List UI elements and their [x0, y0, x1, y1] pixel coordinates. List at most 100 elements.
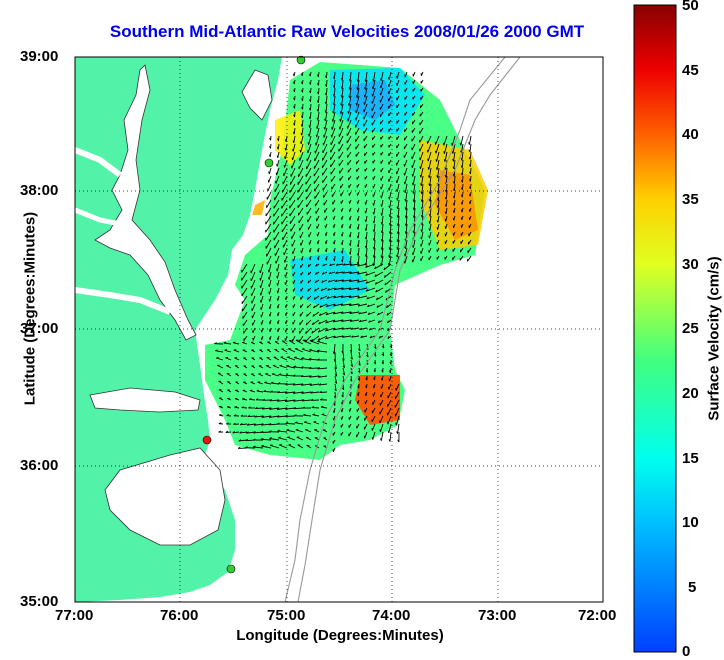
- velocity-arrowhead: [469, 209, 470, 211]
- y-axis-label: Latitude (Degrees:Minutes): [22, 209, 39, 409]
- velocity-arrowhead: [404, 182, 405, 184]
- velocity-arrow: [358, 248, 359, 256]
- x-tick: 74:00: [372, 607, 410, 624]
- velocity-arrowhead: [285, 275, 286, 278]
- velocity-arrowhead: [261, 322, 262, 324]
- colorbar-tick: 45: [682, 62, 699, 79]
- velocity-arrowhead: [469, 142, 470, 144]
- velocity-arrowhead: [364, 102, 365, 104]
- velocity-arrowhead: [260, 293, 261, 296]
- velocity-arrowhead: [309, 250, 310, 252]
- velocity-arrowhead: [381, 196, 382, 198]
- velocity-arrowhead: [261, 315, 262, 318]
- velocity-arrow: [327, 80, 328, 87]
- y-tick: 39:00: [20, 48, 58, 65]
- site-marker[interactable]: [265, 159, 273, 167]
- velocity-arrowhead: [285, 157, 286, 160]
- velocity-arrowhead: [445, 226, 446, 229]
- velocity-arrowhead: [219, 414, 221, 415]
- velocity-arrowhead: [307, 314, 308, 316]
- velocity-arrowhead: [341, 410, 342, 412]
- velocity-arrowhead: [333, 225, 334, 227]
- velocity-arrowhead: [365, 211, 366, 213]
- colorbar-tick: 25: [682, 320, 699, 337]
- velocity-arrowhead: [372, 94, 373, 96]
- velocity-arrowhead: [260, 271, 261, 274]
- velocity-arrowhead: [258, 382, 261, 383]
- velocity-arrow: [334, 72, 335, 79]
- velocity-arrowhead: [421, 244, 422, 246]
- velocity-arrowhead: [444, 151, 445, 154]
- x-tick: 72:00: [578, 607, 616, 624]
- velocity-arrowhead: [388, 84, 389, 86]
- velocity-arrow: [286, 423, 295, 424]
- velocity-arrow: [326, 88, 327, 95]
- velocity-arrowhead: [293, 149, 294, 151]
- velocity-arrowhead: [261, 308, 262, 310]
- velocity-arrowhead: [357, 401, 358, 403]
- velocity-arrowhead: [242, 342, 245, 343]
- site-marker[interactable]: [203, 436, 211, 444]
- velocity-arrowhead: [308, 289, 309, 291]
- velocity-arrow: [269, 176, 271, 183]
- velocity-arrowhead: [389, 188, 390, 190]
- velocity-arrowhead: [380, 429, 381, 432]
- velocity-arrowhead: [285, 322, 286, 324]
- velocity-arrow: [446, 184, 447, 192]
- velocity-arrowhead: [429, 243, 430, 246]
- y-tick: 38:00: [20, 182, 58, 199]
- colorbar-tick: 20: [682, 385, 699, 402]
- velocity-arrowhead: [381, 386, 382, 388]
- velocity-arrowhead: [437, 235, 438, 238]
- site-marker[interactable]: [227, 565, 235, 573]
- velocity-arrowhead: [293, 74, 294, 76]
- velocity-arrowhead: [412, 174, 413, 176]
- velocity-arrowhead: [277, 283, 278, 285]
- velocity-arrowhead: [280, 365, 283, 366]
- velocity-arrowhead: [277, 164, 278, 167]
- velocity-arrowhead: [388, 431, 389, 433]
- velocity-arrowhead: [293, 259, 294, 261]
- velocity-arrowhead: [365, 202, 366, 205]
- velocity-arrowhead: [396, 181, 397, 184]
- velocity-arrow: [470, 144, 471, 152]
- velocity-arrow: [310, 104, 311, 110]
- velocity-arrowhead: [268, 270, 269, 273]
- velocity-arrowhead: [316, 143, 317, 146]
- velocity-arrowhead: [396, 423, 397, 426]
- colorbar: [634, 5, 676, 652]
- velocity-arrowhead: [225, 350, 227, 351]
- velocity-arrowhead: [235, 398, 237, 399]
- velocity-arrowhead: [356, 111, 357, 114]
- colorbar-tick: 0: [682, 643, 690, 660]
- velocity-arrowhead: [261, 330, 262, 333]
- velocity-arrowhead: [381, 438, 382, 440]
- velocity-arrowhead: [277, 156, 278, 158]
- velocity-arrow: [454, 176, 455, 184]
- velocity-arrowhead: [285, 298, 286, 301]
- velocity-arrowhead: [284, 165, 285, 168]
- velocity-arrowhead: [269, 307, 270, 309]
- velocity-arrowhead: [324, 135, 325, 138]
- velocity-arrowhead: [285, 338, 286, 340]
- velocity-arrowhead: [452, 143, 453, 146]
- velocity-arrowhead: [261, 338, 262, 341]
- velocity-arrowhead: [309, 242, 310, 245]
- velocity-arrowhead: [461, 217, 462, 220]
- velocity-arrowhead: [372, 437, 373, 440]
- velocity-arrowhead: [365, 394, 366, 397]
- velocity-arrowhead: [373, 195, 374, 198]
- velocity-arrowhead: [294, 357, 297, 358]
- velocity-arrow: [469, 136, 471, 145]
- y-tick: 36:00: [20, 457, 58, 474]
- velocity-arrowhead: [285, 282, 286, 284]
- velocity-arrowhead: [270, 445, 272, 446]
- velocity-arrow: [454, 184, 455, 191]
- velocity-arrowhead: [269, 172, 270, 175]
- x-axis-label: Longitude (Degrees:Minutes): [200, 627, 480, 644]
- velocity-arrowhead: [308, 281, 309, 283]
- velocity-arrowhead: [277, 330, 278, 333]
- velocity-arrowhead: [304, 422, 306, 423]
- velocity-arrow: [350, 256, 351, 263]
- velocity-arrow: [390, 432, 391, 442]
